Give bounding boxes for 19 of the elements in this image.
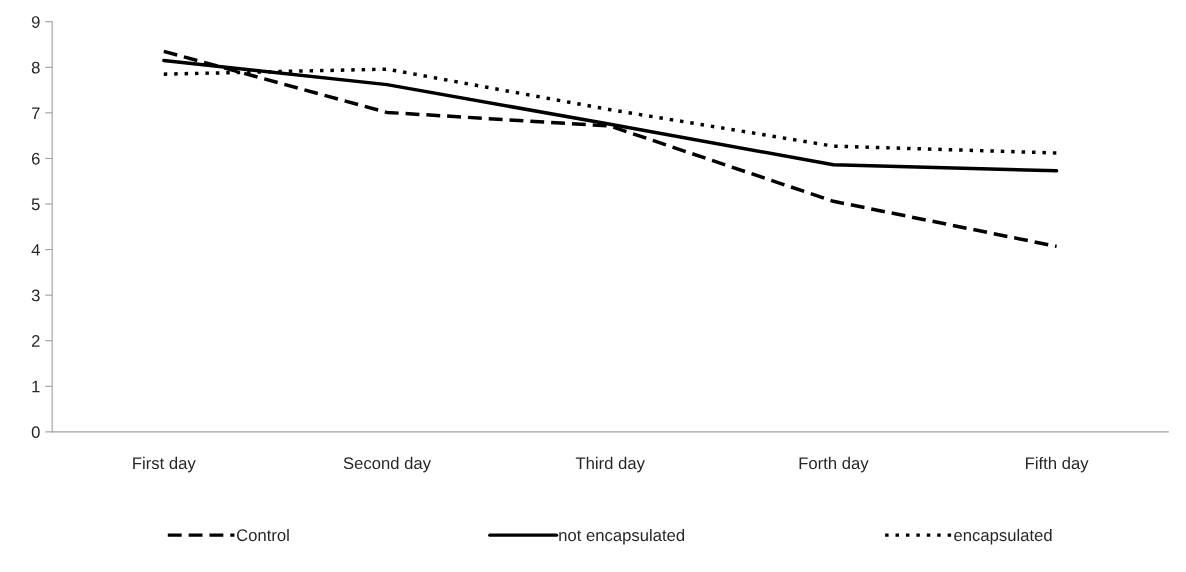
- y-tick-label: 4: [31, 244, 40, 256]
- legend-label: not encapsulated: [559, 528, 685, 545]
- y-tick-label: 7: [31, 107, 40, 119]
- x-tick-label: First day: [133, 456, 196, 473]
- y-tick-label: 3: [31, 289, 40, 302]
- y-tick-label: 8: [31, 61, 40, 74]
- y-tick-label: 1: [32, 380, 40, 393]
- y-tick-label: 9: [31, 16, 40, 28]
- y-tick-label: 6: [31, 152, 40, 165]
- y-tick-label: 5: [31, 198, 40, 211]
- x-tick-label: Third day: [575, 456, 645, 473]
- y-tick-label: 2: [31, 335, 40, 347]
- line-series: [162, 49, 1059, 249]
- x-tick-label: Second day: [343, 456, 431, 473]
- x-tick-label: Forth day: [799, 456, 869, 473]
- y-tick-label: 0: [31, 426, 40, 439]
- legend-label: encapsulated: [954, 528, 1052, 545]
- legend-label: Control: [236, 528, 289, 542]
- x-tick-label: Fifth day: [1026, 456, 1089, 473]
